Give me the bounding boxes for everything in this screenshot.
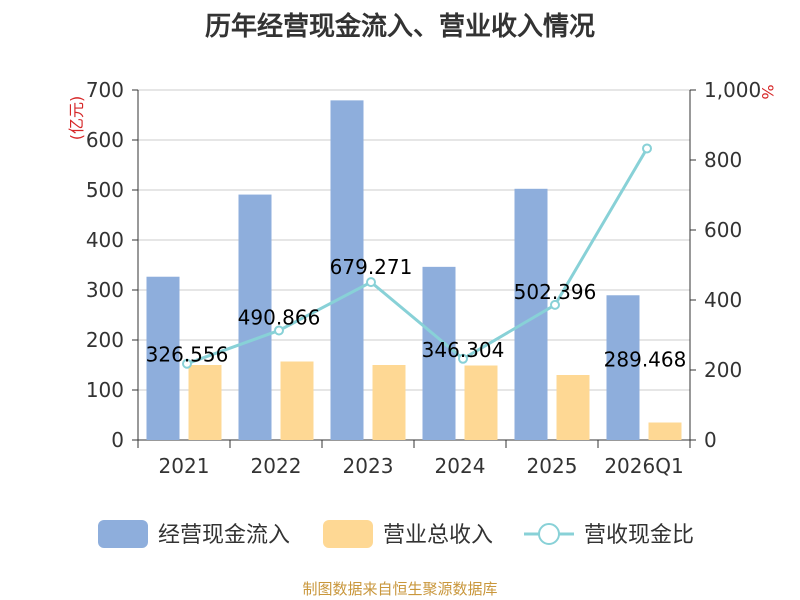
x-tick-label: 2023 <box>343 454 394 478</box>
y-left-tick-label: 0 <box>111 428 124 452</box>
source-note: 制图数据来自恒生聚源数据库 <box>302 580 498 598</box>
legend-swatch-ratio-marker <box>538 523 560 545</box>
y-right-tick-label: 0 <box>704 428 717 452</box>
bar-cash-inflow <box>330 100 364 440</box>
bar-revenue <box>556 375 590 440</box>
legend-swatch-revenue <box>323 520 373 548</box>
legend-label-cash-inflow: 经营现金流入 <box>158 523 290 548</box>
line-point <box>366 277 376 288</box>
data-label: 326.556 <box>146 343 229 367</box>
x-tick-label: 2022 <box>251 454 302 478</box>
bar-cash-inflow <box>514 188 548 440</box>
y-left-tick-label: 700 <box>86 78 124 102</box>
y-left-tick-label: 600 <box>86 128 124 152</box>
line-point <box>458 353 468 364</box>
y-left-unit: (亿元) <box>67 96 86 141</box>
y-left-tick-label: 300 <box>86 278 124 302</box>
legend-label-revenue: 营业总收入 <box>383 523 493 548</box>
bar-revenue <box>372 365 406 440</box>
data-label: 346.304 <box>422 338 505 362</box>
bar-cash-inflow <box>238 194 272 440</box>
bar-cash-inflow <box>146 276 180 440</box>
line-point <box>642 143 652 154</box>
bar-cash-inflow <box>606 295 640 440</box>
y-right-tick-label: 400 <box>704 288 742 312</box>
bar-revenue <box>280 361 314 440</box>
y-right-tick-label: 1,000 <box>704 78 761 102</box>
data-label: 289.468 <box>604 347 687 371</box>
chart-title: 历年经营现金流入、营业收入情况 <box>204 12 595 42</box>
y-left-tick-label: 100 <box>86 378 124 402</box>
y-left-tick-label: 500 <box>86 178 124 202</box>
x-tick-label: 2025 <box>527 454 578 478</box>
data-label: 490.866 <box>238 305 321 329</box>
y-right-tick-label: 800 <box>704 148 742 172</box>
y-right-tick-label: 600 <box>704 218 742 242</box>
y-left-tick-label: 400 <box>86 228 124 252</box>
legend-label-ratio: 营收现金比 <box>584 523 694 548</box>
data-label: 679.271 <box>330 255 413 279</box>
bar-series <box>146 100 682 440</box>
x-tick-label: 2024 <box>435 454 486 478</box>
y-right-tick-label: 200 <box>704 358 742 382</box>
line-point <box>274 325 284 336</box>
bar-revenue <box>188 365 222 440</box>
line-point <box>550 299 560 310</box>
x-tick-label: 2026Q1 <box>604 454 683 478</box>
data-labels: 326.556 490.866 679.271 346.304 502.396 289.4… <box>146 255 687 371</box>
line-series <box>182 143 652 369</box>
line-ratio <box>186 147 649 366</box>
axes: 0 100 200 300 400 500 600 700 0 200 400 600 800 1,000… <box>67 78 777 478</box>
x-tick-label: 2021 <box>159 454 210 478</box>
bar-revenue <box>464 365 498 440</box>
bar-cash-inflow <box>422 266 456 440</box>
line-point <box>182 358 192 369</box>
legend-swatch-cash-inflow <box>98 520 148 548</box>
y-left-tick-label: 200 <box>86 328 124 352</box>
data-label: 502.396 <box>514 280 597 304</box>
y-right-unit: % <box>758 84 777 99</box>
legend: 经营现金流入 营业总收入 营收现金比 <box>98 520 694 548</box>
bar-revenue <box>648 422 682 440</box>
